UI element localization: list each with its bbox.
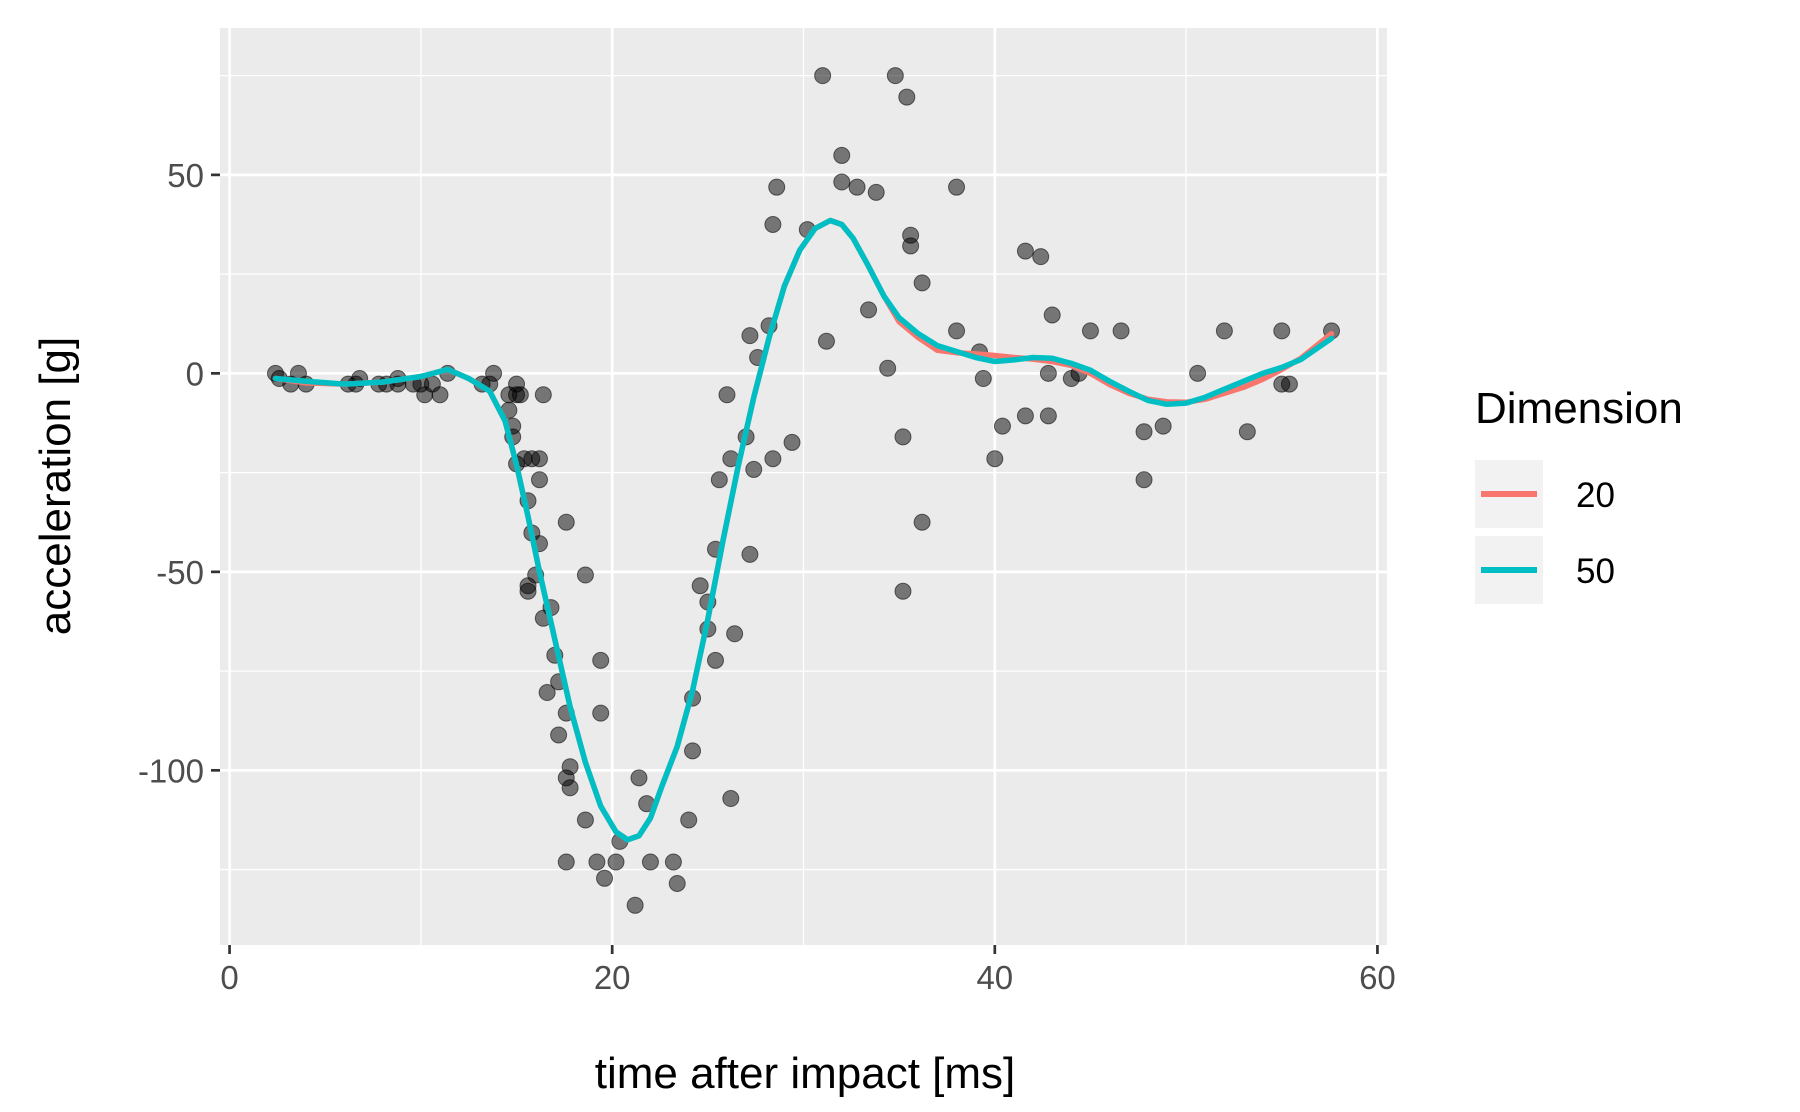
y-tick-labels: -100 -50 0 50 bbox=[138, 157, 204, 789]
y-tick-label: -50 bbox=[156, 554, 204, 591]
data-point bbox=[1039, 407, 1057, 425]
grid-major bbox=[220, 28, 1387, 945]
data-point bbox=[607, 853, 625, 871]
data-point bbox=[519, 582, 537, 600]
legend-label-20: 20 bbox=[1576, 476, 1615, 515]
data-point bbox=[768, 178, 786, 196]
data-point bbox=[1238, 423, 1256, 441]
y-tick-label: 0 bbox=[186, 355, 204, 392]
data-point bbox=[764, 216, 782, 233]
data-point bbox=[741, 545, 759, 563]
data-point bbox=[783, 433, 801, 451]
data-point bbox=[886, 67, 904, 85]
axis-ticks bbox=[211, 173, 1379, 954]
data-point bbox=[741, 327, 759, 345]
legend-title: Dimension bbox=[1475, 384, 1683, 433]
data-point bbox=[898, 88, 916, 106]
data-point bbox=[948, 322, 966, 340]
data-point bbox=[1016, 242, 1034, 260]
data-point bbox=[913, 274, 931, 292]
y-tick-label: -100 bbox=[138, 752, 204, 789]
data-point bbox=[710, 471, 728, 489]
data-point bbox=[534, 386, 552, 404]
data-point bbox=[691, 577, 709, 595]
data-point bbox=[561, 758, 579, 776]
data-point bbox=[894, 428, 912, 446]
x-tick-label: 60 bbox=[1359, 959, 1396, 996]
data-point bbox=[592, 651, 610, 669]
series-line-50 bbox=[272, 217, 1335, 843]
data-point bbox=[764, 450, 782, 468]
legend-label-50: 50 bbox=[1576, 552, 1615, 591]
x-tick-label: 0 bbox=[220, 959, 238, 996]
data-point bbox=[814, 67, 832, 85]
data-point bbox=[722, 790, 740, 808]
data-point bbox=[1081, 322, 1099, 340]
data-point bbox=[1043, 306, 1061, 324]
grid-minor bbox=[220, 28, 1387, 945]
data-point bbox=[630, 769, 648, 787]
data-point bbox=[576, 566, 594, 584]
data-point bbox=[530, 450, 548, 468]
data-point bbox=[538, 684, 556, 702]
y-tick-label: 50 bbox=[167, 157, 204, 194]
data-point bbox=[1039, 364, 1057, 382]
data-point bbox=[745, 460, 763, 478]
x-tick-label: 20 bbox=[594, 959, 631, 996]
data-point bbox=[561, 779, 579, 797]
data-point bbox=[948, 178, 966, 196]
data-point bbox=[1280, 375, 1298, 393]
data-point bbox=[680, 811, 698, 829]
data-point bbox=[588, 853, 606, 871]
data-point bbox=[993, 417, 1011, 435]
legend: Dimension 20 50 bbox=[1475, 384, 1683, 604]
data-point bbox=[668, 874, 686, 892]
data-point bbox=[879, 359, 897, 377]
data-point bbox=[817, 332, 835, 350]
data-point bbox=[1112, 322, 1130, 340]
data-point bbox=[530, 471, 548, 489]
data-point bbox=[860, 301, 878, 319]
data-point bbox=[718, 386, 736, 404]
data-point bbox=[833, 173, 851, 191]
data-point bbox=[664, 853, 682, 871]
y-axis-title: acceleration [g] bbox=[31, 337, 80, 635]
data-point bbox=[684, 742, 702, 760]
data-point bbox=[641, 853, 659, 871]
data-point bbox=[576, 811, 594, 829]
series-lines bbox=[272, 217, 1335, 843]
data-point bbox=[913, 513, 931, 531]
data-point bbox=[592, 704, 610, 722]
data-point bbox=[986, 450, 1004, 468]
data-point bbox=[867, 183, 885, 201]
data-points bbox=[266, 67, 1341, 914]
data-point bbox=[557, 853, 575, 871]
data-point bbox=[511, 386, 529, 404]
data-point bbox=[1154, 417, 1172, 435]
data-point bbox=[1135, 423, 1153, 441]
data-point bbox=[894, 582, 912, 600]
x-tick-label: 40 bbox=[976, 959, 1013, 996]
data-point bbox=[848, 178, 866, 196]
data-point bbox=[706, 651, 724, 669]
data-point bbox=[626, 896, 644, 914]
data-point bbox=[974, 370, 992, 388]
data-point bbox=[431, 386, 449, 404]
data-point bbox=[833, 146, 851, 164]
x-tick-labels: 0 20 40 60 bbox=[220, 959, 1395, 996]
data-point bbox=[1189, 364, 1207, 382]
data-point bbox=[1273, 322, 1291, 340]
data-point bbox=[557, 513, 575, 531]
x-axis-title: time after impact [ms] bbox=[595, 1049, 1016, 1098]
data-point bbox=[1032, 248, 1050, 266]
data-point bbox=[1016, 407, 1034, 425]
data-point bbox=[550, 726, 568, 744]
data-point bbox=[726, 625, 744, 643]
data-point bbox=[1215, 322, 1233, 340]
data-point bbox=[596, 869, 614, 887]
data-point bbox=[1135, 471, 1153, 489]
data-point bbox=[485, 364, 503, 382]
data-point bbox=[902, 237, 920, 255]
